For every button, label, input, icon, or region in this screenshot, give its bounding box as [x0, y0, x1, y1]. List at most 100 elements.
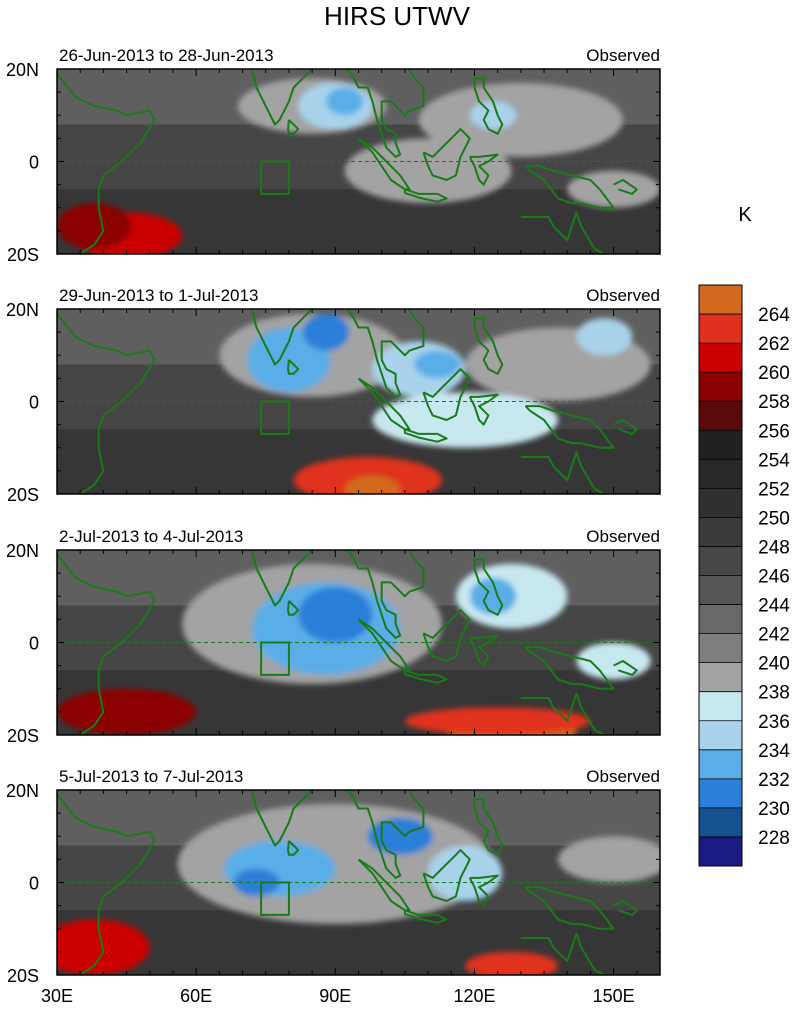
contour-feature — [298, 587, 373, 643]
x-tick-label: 30E — [41, 986, 73, 1006]
colorbar-level-label: 260 — [758, 363, 790, 384]
colorbar-swatch — [699, 401, 742, 431]
colorbar-level-label: 242 — [758, 625, 790, 646]
coastline — [613, 179, 638, 195]
colorbar-swatch — [699, 749, 742, 780]
panels: 20N 0 20S 26-Jun-2013 to 28-Jun-2013 Observe… — [6, 46, 661, 986]
colorbar-swatch — [699, 633, 742, 664]
x-tick-label: 90E — [319, 986, 351, 1006]
colorbar-swatch — [699, 546, 742, 576]
coastline — [520, 211, 605, 254]
coastline — [613, 660, 638, 676]
coastline — [524, 646, 615, 690]
colorbar-level-label: 228 — [758, 828, 790, 849]
map-panel: 20N 0 20S 29-Jun-2013 to 1-Jul-2013 Observed — [6, 286, 661, 505]
coastlines — [57, 790, 638, 975]
coastline — [468, 874, 499, 907]
y-tick-label: 0 — [29, 874, 39, 894]
coastline — [473, 558, 504, 616]
coastline — [520, 692, 605, 735]
map-panel: 20N 0 20S 2-Jul-2013 to 4-Jul-2013 Observed — [6, 527, 661, 746]
coastline — [422, 368, 471, 421]
colorbar-swatch — [699, 662, 742, 693]
contour-feature — [428, 845, 503, 901]
colorbar-level-label: 240 — [758, 654, 790, 675]
x-axis: 30E 60E 90E 120E 150E — [41, 986, 635, 1006]
region-box — [260, 400, 290, 435]
map-panel: 20N 0 20S 5-Jul-2013 to 7-Jul-2013 Observed — [6, 767, 661, 986]
colorbar-unit-label: K — [738, 204, 752, 226]
y-tick-label: 0 — [29, 153, 39, 173]
coastline — [422, 849, 471, 902]
contour-feature — [469, 101, 517, 130]
coastline — [422, 128, 471, 181]
colorbar-level-label: 252 — [758, 479, 790, 500]
coastline — [346, 550, 425, 639]
coastlines — [57, 550, 638, 735]
panel-left-title: 26-Jun-2013 to 28-Jun-2013 — [59, 46, 274, 65]
coastline — [249, 309, 314, 366]
y-tick-label: 0 — [29, 393, 39, 413]
colorbar-swatch — [699, 488, 742, 518]
coastline — [249, 550, 314, 607]
colorbar-level-label: 264 — [758, 305, 790, 326]
anomaly-features — [57, 78, 660, 254]
colorbar-level-label: 246 — [758, 567, 790, 588]
colorbar-level-label: 238 — [758, 683, 790, 704]
colorbar-level-label: 258 — [758, 392, 790, 413]
x-tick-label: 60E — [180, 986, 212, 1006]
y-tick-label: 20S — [7, 245, 39, 265]
colorbar-level-label: 256 — [758, 421, 790, 442]
y-tick-label: 20N — [6, 60, 39, 80]
contour-feature — [57, 688, 197, 735]
panel-right-title: Observed — [586, 286, 660, 305]
contour-feature — [557, 836, 660, 883]
colorbar-level-label: 250 — [758, 508, 790, 529]
colorbar-swatch — [699, 459, 742, 489]
coastline — [57, 793, 156, 975]
colorbar-swatch — [699, 604, 742, 635]
coastline — [520, 932, 605, 975]
contour-feature — [302, 313, 350, 351]
coastline — [468, 153, 499, 186]
contour-feature — [293, 457, 442, 494]
contour-feature — [344, 138, 512, 204]
x-tick-label: 150E — [593, 986, 635, 1006]
colorbar-swatch — [699, 720, 742, 751]
colorbar-swatch — [699, 836, 742, 867]
region-box — [260, 641, 290, 676]
coastline — [346, 69, 425, 158]
coastline — [346, 790, 425, 879]
colorbar-swatch — [699, 575, 742, 606]
contour-feature — [372, 392, 558, 448]
coastline — [287, 359, 300, 375]
panel-right-title: Observed — [586, 767, 660, 786]
panel-left-title: 2-Jul-2013 to 4-Jul-2013 — [59, 527, 243, 546]
coastline — [57, 553, 156, 735]
colorbar-swatch — [699, 343, 742, 373]
coastlines — [57, 309, 638, 494]
y-tick-label: 20N — [6, 781, 39, 801]
contour-feature — [576, 642, 651, 680]
contour-feature — [326, 87, 364, 116]
contour-feature — [344, 475, 401, 494]
anomaly-features — [57, 803, 660, 975]
colorbar-swatch — [699, 314, 742, 344]
coastline — [422, 609, 471, 662]
colorbar-level-label: 244 — [758, 596, 790, 617]
coastlines — [57, 69, 638, 254]
contour-field — [57, 309, 660, 494]
colorbar-level-label: 262 — [758, 334, 790, 355]
coastline — [613, 419, 638, 435]
coastline — [473, 77, 504, 135]
coastline — [468, 393, 499, 426]
coastline — [520, 451, 605, 494]
coastline — [287, 600, 300, 616]
contour-field — [57, 69, 660, 254]
panel-right-title: Observed — [586, 46, 660, 65]
colorbar-swatch — [699, 372, 742, 402]
y-tick-label: 0 — [29, 634, 39, 654]
coastline — [468, 634, 499, 667]
y-tick-label: 20S — [7, 966, 39, 986]
